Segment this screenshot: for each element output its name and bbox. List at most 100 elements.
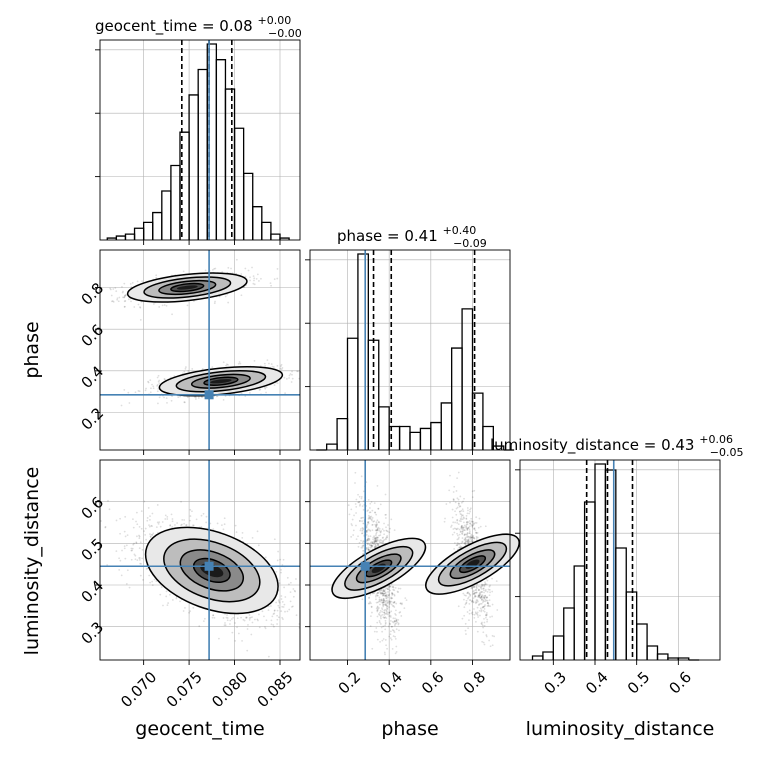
sample-point: [264, 556, 267, 559]
sample-point: [270, 284, 272, 287]
sample-point: [157, 522, 160, 525]
sample-point: [169, 593, 171, 596]
sample-point: [156, 390, 159, 393]
sample-point: [367, 514, 370, 517]
sample-point: [145, 387, 147, 390]
sample-point: [394, 617, 396, 620]
sample-point: [277, 604, 280, 607]
sample-point: [284, 392, 286, 395]
sample-point: [230, 267, 232, 270]
sample-point: [250, 633, 253, 636]
sample-point: [191, 510, 193, 513]
sample-point: [375, 598, 377, 601]
sample-point: [264, 387, 267, 390]
sample-point: [389, 637, 392, 640]
sample-point: [138, 537, 141, 540]
sample-point: [118, 568, 121, 571]
sample-point: [134, 558, 137, 561]
sample-point: [161, 521, 164, 523]
sample-point: [148, 525, 151, 528]
sample-point: [249, 276, 251, 279]
sample-point: [205, 515, 208, 518]
hist-bin-phase-8: [398, 425, 411, 450]
sample-point: [139, 306, 142, 309]
sample-point: [136, 535, 138, 538]
panel-phase-vs-geocent_time: 0.20.40.60.8: [78, 249, 301, 455]
sample-point: [238, 361, 241, 363]
hist-bin-geocent_time-1: [115, 235, 127, 240]
sample-point: [165, 595, 168, 598]
sample-point: [222, 528, 225, 531]
sample-point: [214, 300, 216, 303]
sample-point: [143, 530, 145, 533]
sample-point: [289, 373, 292, 375]
sample-point: [249, 279, 251, 282]
sample-point: [286, 610, 289, 613]
sample-point: [390, 518, 393, 521]
sample-point: [384, 514, 387, 516]
sample-point: [149, 379, 152, 382]
sample-point: [222, 617, 225, 619]
sample-point: [254, 618, 256, 621]
sample-point: [110, 294, 113, 297]
sample-point: [231, 631, 234, 634]
sample-point: [264, 365, 267, 367]
sample-point: [151, 512, 154, 515]
sample-point: [183, 519, 186, 521]
sample-point: [213, 302, 216, 305]
sample-point: [130, 558, 133, 561]
hist-bin-geocent_time-5: [152, 211, 163, 240]
ytick-label-luminosity_distance-1: 0.4: [78, 577, 108, 607]
sample-point: [236, 617, 239, 620]
sample-point: [371, 611, 373, 614]
sample-point: [223, 523, 226, 526]
sample-point: [182, 610, 185, 612]
sample-point: [166, 515, 169, 518]
sample-point: [123, 296, 126, 298]
sample-point: [272, 624, 275, 626]
sample-point: [124, 294, 127, 297]
sample-point: [125, 544, 128, 547]
sample-point: [288, 374, 291, 377]
sample-point: [232, 616, 235, 619]
sample-point: [181, 372, 184, 375]
sample-point: [121, 549, 123, 552]
sample-point: [376, 638, 379, 641]
sample-point: [251, 621, 254, 624]
hist-bin-geocent_time-14: [233, 127, 245, 240]
sample-point: [218, 637, 220, 640]
sample-point: [354, 482, 356, 484]
sample-point: [288, 377, 290, 379]
sample-point: [139, 318, 142, 321]
sample-point: [139, 574, 142, 577]
sample-point: [373, 502, 376, 505]
sample-point: [189, 610, 192, 613]
sample-point: [248, 618, 251, 621]
sample-point: [395, 645, 398, 648]
sample-point: [144, 389, 147, 392]
sample-point: [134, 554, 137, 557]
sample-point: [118, 296, 121, 299]
sample-point: [227, 266, 230, 269]
hist-bin-geocent_time-10: [197, 68, 208, 240]
hist-geocent_time-frame: [99, 39, 301, 241]
sample-point: [276, 382, 279, 385]
hist-bin-phase-2: [336, 417, 349, 450]
sample-point: [280, 571, 282, 574]
sample-point: [184, 367, 187, 370]
sample-point: [292, 588, 295, 590]
sample-point: [354, 471, 357, 474]
sample-point: [247, 269, 250, 272]
sample-point: [389, 620, 392, 622]
sample-point: [369, 625, 372, 628]
sample-point: [155, 276, 158, 279]
sample-point: [144, 533, 147, 536]
sample-point: [162, 604, 164, 607]
sample-point: [109, 288, 112, 291]
sample-point: [120, 404, 123, 407]
sample-point: [135, 520, 137, 523]
sample-point: [369, 593, 372, 596]
sample-point: [174, 524, 176, 526]
sample-point: [138, 534, 140, 537]
sample-point: [155, 274, 158, 277]
